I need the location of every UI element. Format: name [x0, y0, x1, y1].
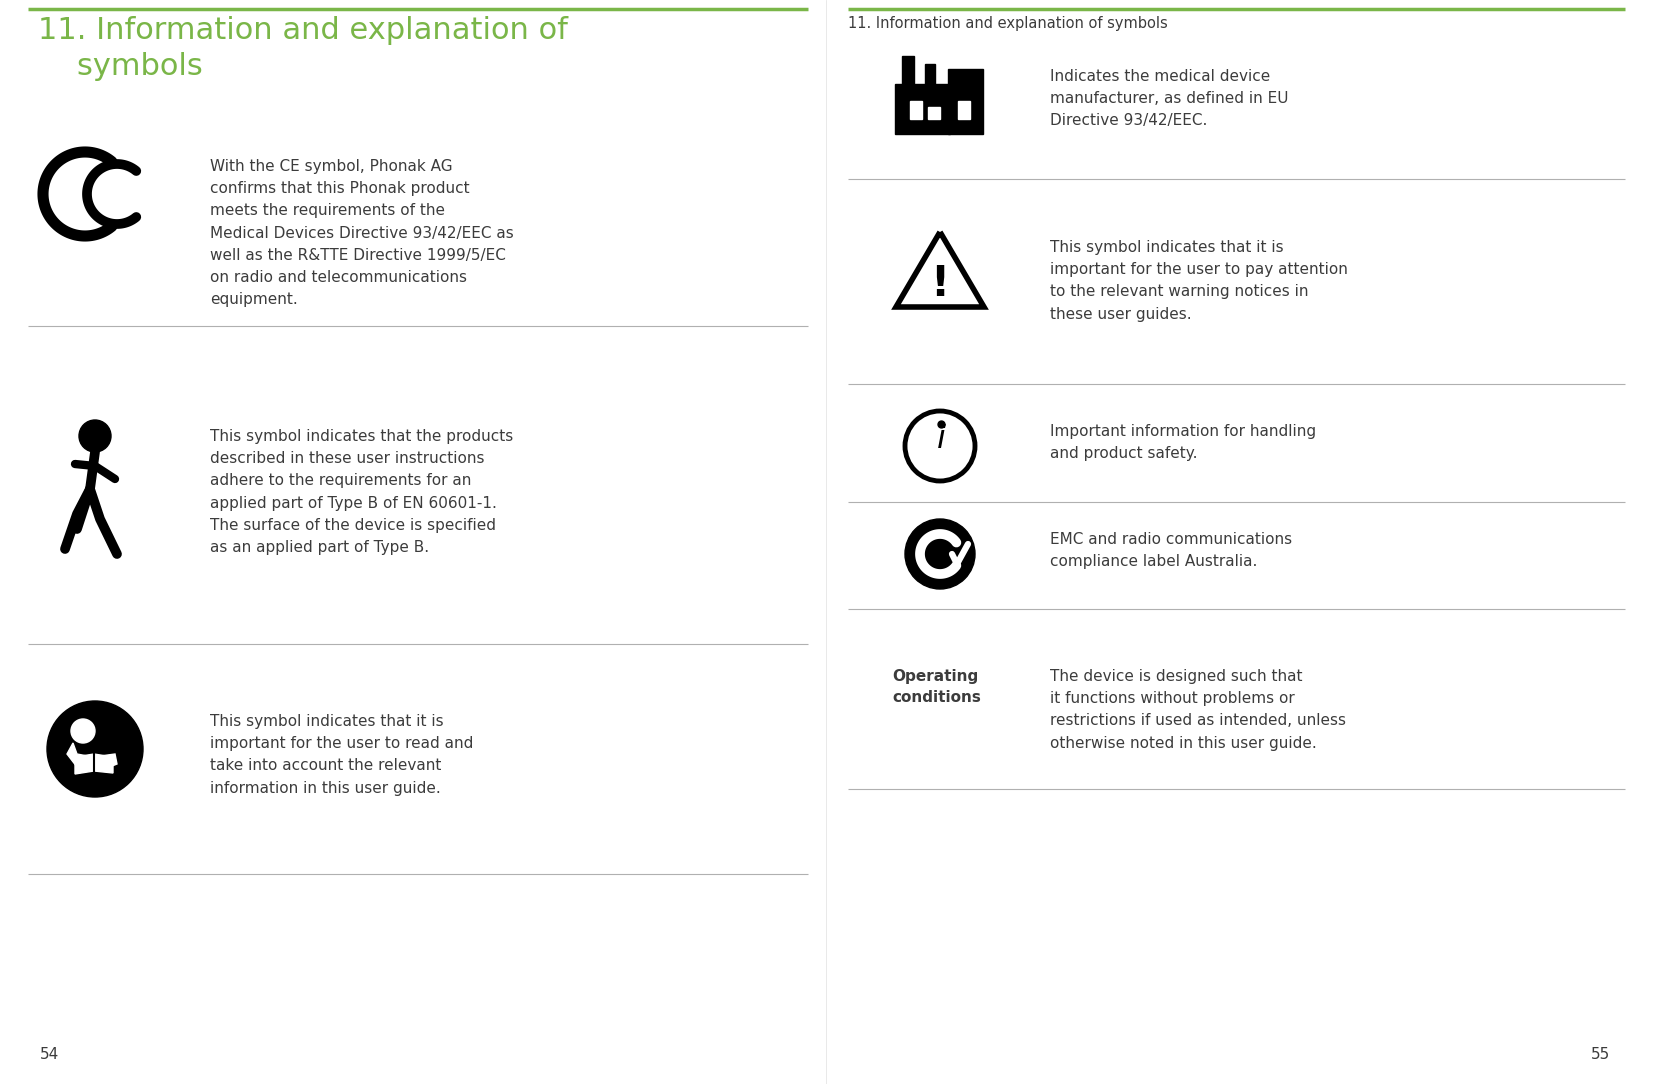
Bar [903, 56, 914, 83]
Text: EMC and radio communications
compliance label Australia.: EMC and radio communications compliance … [1050, 532, 1293, 569]
Text: 11. Information and explanation of symbols: 11. Information and explanation of symbo… [848, 16, 1167, 31]
Circle shape [904, 411, 975, 481]
Text: This symbol indicates that the products
described in these user instructions
adh: This symbol indicates that the products … [210, 429, 512, 555]
Circle shape [79, 420, 111, 452]
Text: 11. Information and explanation of
    symbols: 11. Information and explanation of symbo… [38, 16, 569, 81]
Bar [959, 101, 970, 119]
Text: Important information for handling
and product safety.: Important information for handling and p… [1050, 424, 1316, 461]
Polygon shape [94, 754, 112, 773]
Bar [911, 101, 922, 119]
Text: 54: 54 [40, 1047, 60, 1062]
Bar [949, 69, 984, 134]
Text: Operating
conditions: Operating conditions [893, 669, 980, 705]
Text: This symbol indicates that it is
important for the user to read and
take into ac: This symbol indicates that it is importa… [210, 714, 473, 796]
Text: With the CE symbol, Phonak AG
confirms that this Phonak product
meets the requir: With the CE symbol, Phonak AG confirms t… [210, 159, 514, 307]
Circle shape [904, 519, 975, 589]
Polygon shape [74, 754, 94, 774]
Text: Indicates the medical device
manufacturer, as defined in EU
Directive 93/42/EEC.: Indicates the medical device manufacture… [1050, 69, 1288, 128]
Text: !: ! [931, 263, 949, 305]
Circle shape [46, 701, 144, 797]
Text: The device is designed such that
it functions without problems or
restrictions i: The device is designed such that it func… [1050, 669, 1346, 750]
Bar [927, 107, 941, 119]
Text: i: i [937, 425, 946, 455]
Circle shape [71, 719, 94, 743]
Text: This symbol indicates that it is
important for the user to pay attention
to the : This symbol indicates that it is importa… [1050, 240, 1347, 322]
Bar [926, 64, 936, 83]
Text: 55: 55 [1590, 1047, 1610, 1062]
Bar [894, 83, 950, 134]
Polygon shape [68, 743, 117, 771]
